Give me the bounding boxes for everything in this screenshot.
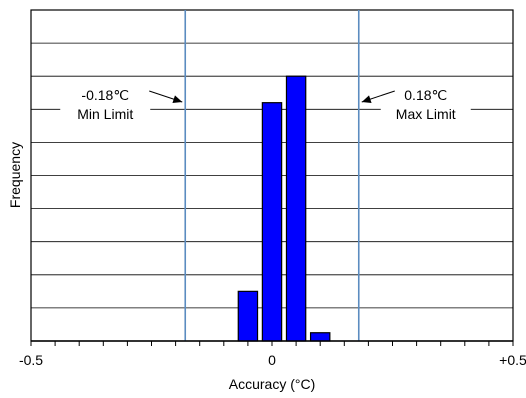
histogram-bar [237,290,259,342]
arrow-head-icon [361,95,372,103]
arrow-head-icon [172,95,183,103]
x-tick-label: -0.5 [19,352,43,368]
x-tick-label: +0.5 [499,352,526,368]
limit-lines [184,10,360,341]
limit-name-label: Min Limit [77,106,133,122]
bars [237,75,331,342]
x-axis: -0.5 0 +0.5 [19,340,526,368]
x-axis-label: Accuracy (°C) [229,376,316,392]
annotation-background [380,80,471,124]
limit-value-label: -0.18℃ [81,87,129,103]
histogram-bar [261,102,283,342]
limit-annotations: -0.18℃ Min Limit 0.18℃ Max Limit [60,80,471,124]
limit-value-label: 0.18℃ [404,87,447,103]
x-tick-label: 0 [268,352,276,368]
limit-name-label: Max Limit [396,106,456,122]
annotation-background [60,80,151,124]
y-axis-label: Frequency [7,142,23,208]
histogram-bar [285,75,307,342]
histogram-bar [309,332,331,342]
